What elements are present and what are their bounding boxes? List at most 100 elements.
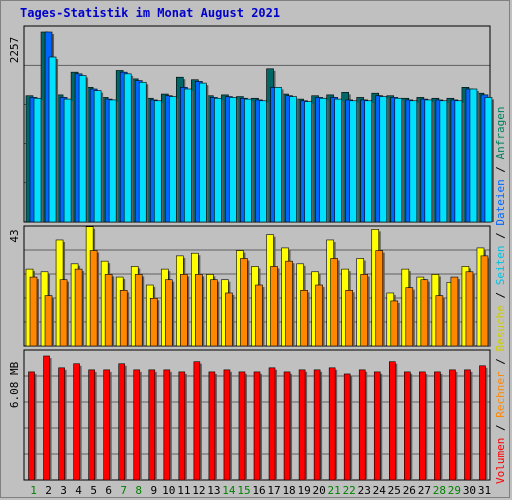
bar-seiten-day-2 <box>48 56 57 223</box>
x-tick-label-day-4: 4 <box>75 484 82 497</box>
x-tick-label-day-20: 20 <box>313 484 326 497</box>
bar-volumen-day-22 <box>343 373 351 481</box>
bar-seiten-day-31 <box>484 97 493 223</box>
bar-seiten-day-4 <box>78 75 87 223</box>
bar-seiten-day-19 <box>304 101 312 223</box>
x-tick-label-day-7: 7 <box>120 484 127 497</box>
x-tick-label-day-24: 24 <box>373 484 387 497</box>
bar-rechner-day-12 <box>195 274 203 347</box>
bar-volumen-day-18 <box>283 371 291 481</box>
x-tick-label-day-9: 9 <box>150 484 157 497</box>
bar-volumen-day-20 <box>313 369 321 481</box>
bar-volumen-day-10 <box>163 369 171 481</box>
legend-separator: / <box>494 159 507 179</box>
x-tick-label-day-22: 22 <box>343 484 356 497</box>
bar-seiten-day-8 <box>138 81 147 223</box>
x-tick-label-day-10: 10 <box>162 484 175 497</box>
bar-seiten-day-26 <box>409 100 418 223</box>
x-tick-label-day-30: 30 <box>463 484 476 497</box>
legend-item-besuche: Besuche <box>494 305 507 351</box>
bar-volumen-day-3 <box>58 367 65 481</box>
x-tick-label-day-18: 18 <box>282 484 295 497</box>
legend-item-dateien: Dateien <box>494 179 507 225</box>
bar-seiten-day-9 <box>153 100 162 223</box>
x-tick-label-day-31: 31 <box>478 484 491 497</box>
bar-rechner-day-7 <box>119 290 128 347</box>
x-tick-label-day-5: 5 <box>90 484 97 497</box>
bar-rechner-day-4 <box>74 268 83 347</box>
bar-rechner-day-20 <box>315 284 323 347</box>
bar-rechner-day-13 <box>210 279 218 347</box>
legend-item-anfragen: Anfragen <box>494 106 507 159</box>
bar-rechner-day-9 <box>149 297 158 347</box>
bar-volumen-day-25 <box>388 361 396 481</box>
bar-volumen-day-9 <box>148 369 156 481</box>
bar-rechner-day-27 <box>420 279 429 347</box>
bar-seiten-day-14 <box>229 97 237 223</box>
bar-volumen-day-31 <box>479 365 486 481</box>
chart-title: Tages-Statistik im Monat August 2021 <box>20 6 281 20</box>
y-max-label-middle: 43 <box>8 229 21 242</box>
bar-rechner-day-8 <box>134 274 143 347</box>
bar-seiten-day-25 <box>394 97 403 223</box>
bar-seiten-day-15 <box>244 98 252 223</box>
legend-item-volumen: Volumen <box>494 438 507 484</box>
legend-separator: / <box>494 418 507 438</box>
bar-seiten-day-7 <box>123 73 132 223</box>
x-tick-label-day-1: 1 <box>30 484 37 497</box>
bar-volumen-day-1 <box>28 371 35 481</box>
bar-seiten-day-16 <box>259 100 267 223</box>
bar-volumen-day-27 <box>419 371 426 481</box>
legend-item-rechner: Rechner <box>494 371 507 418</box>
bar-volumen-day-4 <box>73 363 80 481</box>
x-tick-label-day-3: 3 <box>60 484 67 497</box>
bar-seiten-day-24 <box>379 96 388 223</box>
bar-volumen-day-11 <box>178 371 186 481</box>
bar-volumen-day-14 <box>223 369 231 481</box>
x-tick-label-day-19: 19 <box>297 484 310 497</box>
bar-seiten-day-6 <box>108 99 117 223</box>
legend: Volumen / Rechner / Besuche / Seiten / D… <box>494 106 507 484</box>
bar-seiten-day-29 <box>454 100 463 223</box>
bar-seiten-day-17 <box>274 87 282 223</box>
bar-volumen-day-13 <box>208 371 216 481</box>
bar-volumen-day-12 <box>193 361 201 481</box>
bar-rechner-day-2 <box>44 295 53 347</box>
bar-rechner-day-30 <box>465 271 474 347</box>
x-tick-label-day-12: 12 <box>192 484 205 497</box>
bar-rechner-day-28 <box>435 295 444 347</box>
bar-seiten-day-11 <box>184 88 192 223</box>
x-tick-label-day-16: 16 <box>252 484 265 497</box>
x-tick-label-day-11: 11 <box>177 484 190 497</box>
legend-separator: / <box>494 285 507 305</box>
bar-rechner-day-21 <box>330 258 338 347</box>
bar-seiten-day-5 <box>93 90 102 223</box>
bar-seiten-day-3 <box>63 98 72 223</box>
bar-seiten-day-1 <box>33 97 42 223</box>
bar-seiten-day-20 <box>319 97 327 223</box>
bar-rechner-day-19 <box>300 290 308 347</box>
bar-seiten-day-23 <box>364 100 373 223</box>
bar-seiten-day-13 <box>214 97 222 223</box>
x-tick-label-day-14: 14 <box>222 484 236 497</box>
bar-volumen-day-26 <box>404 371 411 481</box>
x-tick-label-day-28: 28 <box>433 484 446 497</box>
y-max-label-top: 2257 <box>8 37 21 64</box>
x-tick-label-day-27: 27 <box>418 484 431 497</box>
x-tick-label-day-26: 26 <box>403 484 416 497</box>
bar-rechner-day-6 <box>104 274 113 347</box>
bar-rechner-day-29 <box>450 276 459 347</box>
bar-rechner-day-24 <box>375 250 384 347</box>
bar-seiten-day-30 <box>469 88 478 223</box>
bar-volumen-day-19 <box>298 369 306 481</box>
x-tick-label-day-17: 17 <box>267 484 280 497</box>
x-tick-label-day-6: 6 <box>105 484 112 497</box>
bar-volumen-day-30 <box>464 369 471 481</box>
bar-volumen-day-29 <box>449 369 456 481</box>
bar-seiten-day-18 <box>289 96 297 223</box>
bar-volumen-day-5 <box>88 369 95 481</box>
bar-rechner-day-25 <box>390 300 399 347</box>
bar-volumen-day-28 <box>434 371 441 481</box>
